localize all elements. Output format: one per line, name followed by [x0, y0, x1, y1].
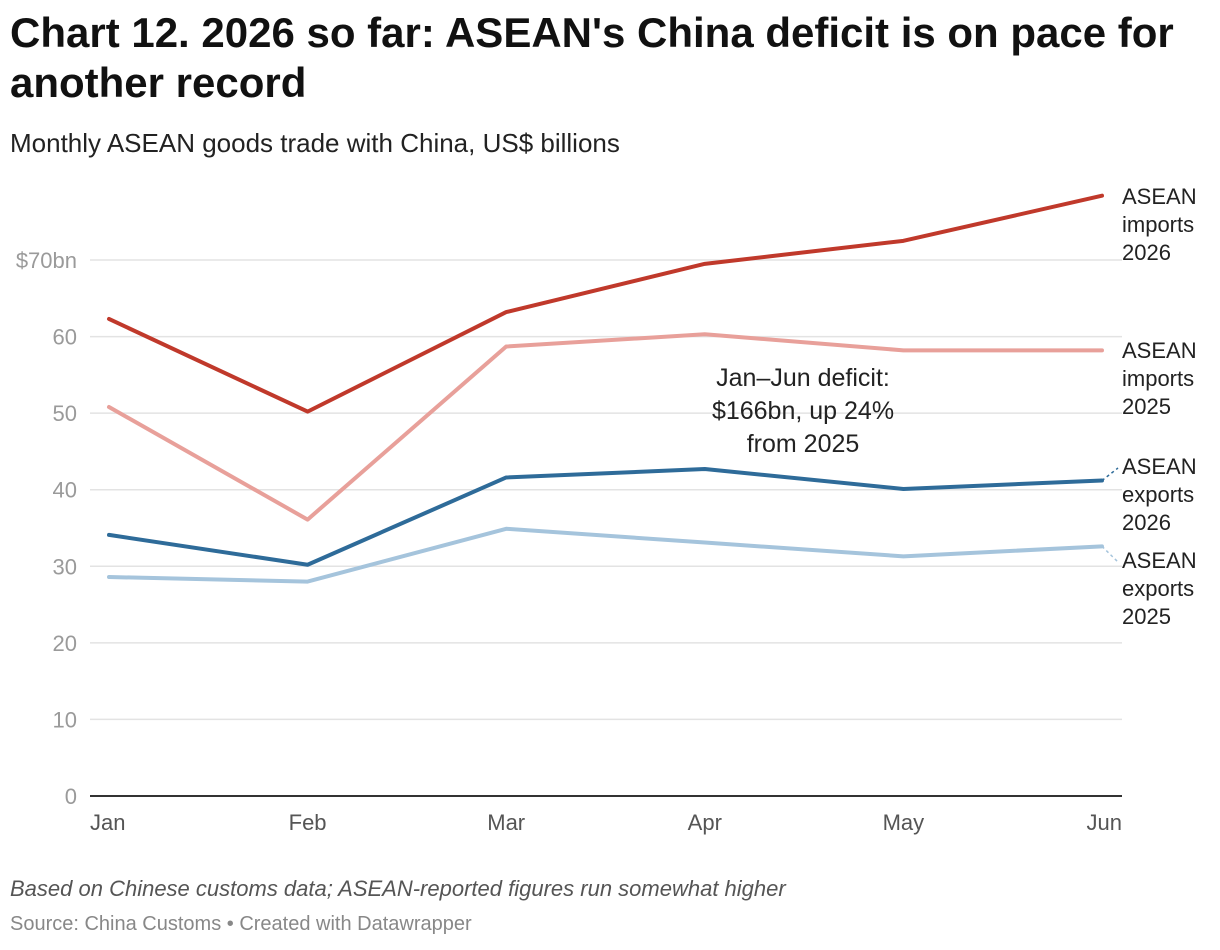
series-lines — [107, 193, 1104, 584]
series-label: exports — [1122, 482, 1194, 507]
x-tick-label: Mar — [487, 810, 525, 835]
chart-subtitle: Monthly ASEAN goods trade with China, US… — [10, 128, 620, 158]
y-tick-label: 40 — [53, 478, 77, 503]
y-tick-label: 0 — [65, 784, 77, 809]
x-tick-label: Feb — [289, 810, 327, 835]
chart-title: Chart 12. 2026 so far: ASEAN's China def… — [10, 9, 1174, 106]
annotation-text: from 2025 — [747, 430, 860, 458]
y-axis-labels: 0 10 20 30 40 50 60 $70bn — [16, 248, 77, 809]
series-line — [107, 526, 1104, 584]
x-tick-label: Apr — [688, 810, 722, 835]
x-tick-label: Jan — [90, 810, 125, 835]
series-label: exports — [1122, 576, 1194, 601]
chart-source: Source: China Customs • Created with Dat… — [10, 913, 472, 935]
series-label: 2026 — [1122, 510, 1171, 535]
series-line — [107, 467, 1104, 567]
series-label: 2025 — [1122, 604, 1171, 629]
series-label-connector — [1101, 545, 1119, 563]
x-tick-label: May — [883, 810, 925, 835]
y-tick-label: $70bn — [16, 248, 77, 273]
series-label: ASEAN — [1122, 338, 1197, 363]
series-label: ASEAN — [1122, 548, 1197, 573]
series-label: ASEAN — [1122, 454, 1197, 479]
x-axis-labels: Jan Feb Mar Apr May Jun — [90, 810, 1122, 835]
y-tick-label: 50 — [53, 401, 77, 426]
y-tick-label: 10 — [53, 707, 77, 732]
series-label: imports — [1122, 366, 1194, 391]
series-label: 2025 — [1122, 394, 1171, 419]
series-line — [107, 193, 1104, 414]
series-label-connector — [1101, 467, 1119, 482]
line-chart: 0 10 20 30 40 50 60 $70bn Jan Feb Mar Apr May Jun AS… — [16, 184, 1197, 835]
series-line — [107, 332, 1104, 522]
y-tick-label: 30 — [53, 554, 77, 579]
series-label: ASEAN — [1122, 184, 1197, 209]
annotation-text: Jan–Jun deficit: — [716, 364, 890, 392]
annotation: Jan–Jun deficit: $166bn, up 24% from 2025 — [712, 364, 894, 458]
annotation-text: $166bn, up 24% — [712, 397, 894, 425]
series-label: 2026 — [1122, 240, 1171, 265]
chart-note: Based on Chinese customs data; ASEAN-rep… — [10, 876, 786, 901]
gridlines — [90, 259, 1122, 797]
y-tick-label: 60 — [53, 325, 77, 350]
series-label: imports — [1122, 212, 1194, 237]
series-labels: ASEAN imports 2026 ASEAN imports 2025 ASEAN exp… — [1101, 184, 1197, 629]
x-tick-label: Jun — [1087, 810, 1122, 835]
y-tick-label: 20 — [53, 631, 77, 656]
